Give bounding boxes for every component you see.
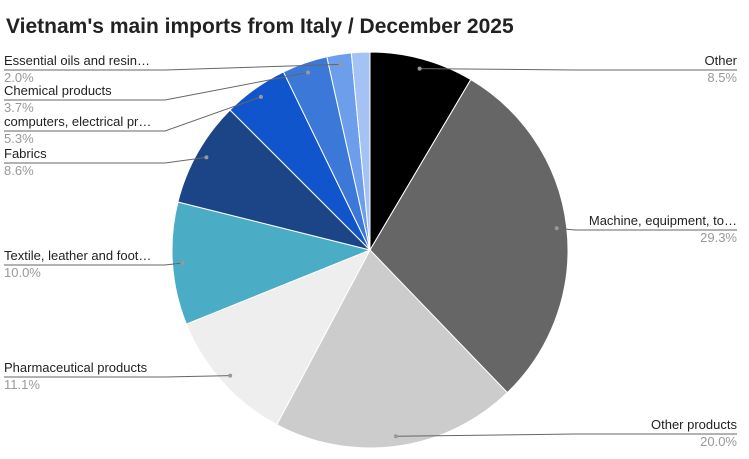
slice-value-label: 11.1% bbox=[4, 377, 40, 392]
slice-value-label: 3.7% bbox=[4, 100, 34, 115]
leader-dot bbox=[228, 373, 233, 378]
leader-dot bbox=[417, 66, 422, 71]
slice-value-label: 5.3% bbox=[4, 131, 34, 146]
slice-label: Textile, leather and foot… bbox=[4, 248, 151, 263]
pie-slice bbox=[369, 78, 569, 394]
slice-value-label: 29.3% bbox=[700, 230, 737, 245]
leader-line bbox=[556, 227, 737, 231]
slice-value-label: 2.0% bbox=[4, 70, 34, 85]
leader-dot bbox=[554, 226, 559, 231]
leader-dot bbox=[180, 260, 185, 265]
pie-slice bbox=[185, 249, 372, 426]
slice-label: Machine, equipment, to… bbox=[589, 213, 737, 228]
leader-line bbox=[419, 68, 737, 71]
slice-label: Other bbox=[704, 53, 737, 68]
leader-dot bbox=[338, 62, 343, 67]
slice-label: Pharmaceutical products bbox=[4, 360, 148, 375]
slice-value-label: 20.0% bbox=[700, 434, 737, 449]
pie-slice bbox=[177, 109, 372, 251]
leader-dot bbox=[393, 434, 398, 439]
slice-value-label: 8.6% bbox=[4, 163, 34, 178]
pie-slice bbox=[276, 249, 509, 449]
slice-value-label: 8.5% bbox=[707, 70, 737, 85]
leader-line bbox=[4, 156, 207, 164]
pie-slice bbox=[369, 51, 472, 252]
leader-dot bbox=[305, 70, 310, 75]
slice-label: Other products bbox=[651, 417, 737, 432]
slice-label: Fabrics bbox=[4, 146, 47, 161]
leader-line bbox=[4, 96, 262, 132]
slice-label: computers, electrical pr… bbox=[4, 114, 151, 129]
leader-line bbox=[395, 433, 737, 437]
leader-line bbox=[4, 375, 231, 378]
slice-label: Essential oils and resin… bbox=[4, 53, 150, 68]
slice-value-label: 10.0% bbox=[4, 265, 41, 280]
slice-label: Chemical products bbox=[4, 83, 112, 98]
chart-title: Vietnam's main imports from Italy / Dece… bbox=[6, 15, 514, 38]
leader-dot bbox=[204, 155, 209, 160]
pie-slice bbox=[350, 51, 371, 251]
leader-line bbox=[4, 262, 183, 266]
leader-line bbox=[4, 72, 309, 101]
leader-dot bbox=[258, 94, 263, 99]
leader-line bbox=[4, 63, 341, 71]
